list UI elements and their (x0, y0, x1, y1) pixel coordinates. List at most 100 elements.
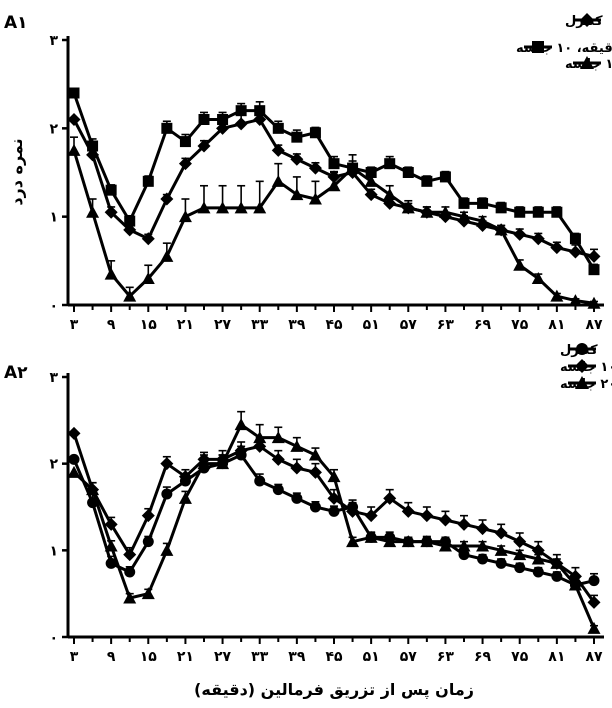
data-point (346, 535, 360, 548)
data-point (142, 175, 154, 187)
data-point (290, 188, 304, 201)
data-point (550, 241, 564, 255)
data-point (457, 539, 471, 552)
data-point (198, 114, 210, 125)
data-point (272, 122, 284, 134)
data-point (234, 418, 248, 431)
legend-entry-2: استرس بی حرکتی مزمن، ۳۰ دقیقه، ۱۰ جلسه (516, 41, 612, 56)
x-tick-label: ۳۹ (288, 317, 306, 333)
legend-marker (580, 56, 594, 69)
data-point (587, 595, 601, 609)
data-point (271, 143, 285, 157)
data-point (420, 205, 434, 218)
legend-label: استرس بی حرکتی حاد، ۳۰ دقیقه، ۱ جلسه (565, 57, 612, 72)
data-point (364, 530, 378, 543)
data-point (439, 171, 451, 183)
data-point (457, 210, 471, 223)
x-tick-label: ۹ (107, 317, 116, 333)
data-point (216, 121, 230, 135)
x-tick-label: ۵۱ (363, 317, 380, 333)
data-point (67, 426, 81, 440)
data-point (123, 289, 137, 302)
data-point (438, 539, 452, 552)
legend-label: کنترل (560, 343, 598, 358)
data-point (142, 536, 154, 548)
data-point (328, 505, 340, 517)
x-tick-label: ۵۷ (400, 317, 418, 333)
data-point (531, 272, 545, 284)
data-point (67, 143, 81, 156)
legend-marker (580, 13, 594, 27)
data-point (161, 488, 173, 500)
data-point (271, 452, 285, 466)
data-point (438, 205, 452, 218)
x-tick-label: ۸۷ (585, 317, 603, 333)
data-point (495, 557, 507, 569)
data-point (235, 105, 247, 117)
data-point (160, 192, 174, 206)
legend-marker (575, 376, 589, 389)
data-point (141, 587, 155, 600)
x-axis-title: زمان پس از تزریق فرمالین (دقیقه) (194, 680, 474, 700)
data-point (309, 501, 321, 513)
data-point (383, 535, 397, 548)
y-tick-label: ۱ (49, 210, 58, 226)
data-point (290, 152, 304, 166)
data-point (531, 552, 545, 565)
data-point (550, 556, 564, 569)
data-point (476, 539, 490, 552)
data-point (477, 553, 489, 565)
data-point (384, 158, 396, 170)
data-point (124, 566, 136, 578)
data-point (551, 206, 563, 218)
x-tick-label: ۸۱ (548, 317, 565, 333)
data-point (291, 492, 303, 504)
legend-entry-1: کنترل (565, 13, 603, 29)
data-point (178, 157, 192, 171)
data-point (234, 444, 248, 458)
data-point (458, 197, 470, 209)
data-point (420, 535, 434, 548)
x-tick-label: ۲۷ (214, 317, 232, 333)
data-point (476, 522, 490, 536)
y-tick-label: ۳ (49, 33, 58, 49)
data-point (588, 264, 600, 276)
legend-marker (576, 343, 588, 355)
data-point (402, 167, 414, 178)
x-tick-label: ۱۵ (140, 317, 158, 333)
data-point (494, 526, 508, 540)
data-point (178, 470, 192, 484)
data-point (197, 201, 211, 214)
data-point (197, 457, 211, 470)
legend-label: استرس بی حرکتی مزمن، ۳۰ دقیقه، ۲۰ جلسه (560, 377, 612, 392)
x-tick-label: ۳۳ (251, 649, 269, 665)
data-point (86, 483, 100, 496)
data-point (346, 161, 360, 174)
data-point (401, 201, 415, 214)
x-tick-label: ۸۱ (548, 649, 565, 665)
data-point (531, 543, 545, 557)
data-point (346, 504, 360, 518)
data-point (234, 117, 248, 131)
data-point (105, 184, 117, 196)
x-tick-label: ۶۳ (437, 649, 455, 665)
data-point (587, 621, 601, 634)
data-point (86, 205, 100, 218)
data-point (271, 174, 285, 187)
data-point (124, 215, 136, 227)
data-point (495, 202, 507, 214)
data-point (309, 127, 321, 139)
x-tick-label: ۸۷ (585, 649, 603, 665)
x-tick-label: ۲۱ (177, 317, 194, 333)
data-point (234, 201, 248, 214)
data-point (587, 296, 601, 309)
x-tick-label: ۶۳ (437, 317, 455, 333)
data-point (271, 431, 285, 444)
x-tick-label: ۷۵ (511, 317, 529, 333)
data-point (458, 549, 470, 561)
data-point (105, 557, 117, 569)
data-point (513, 258, 527, 271)
data-point (401, 535, 415, 548)
x-tick-label: ۱۵ (140, 649, 158, 665)
